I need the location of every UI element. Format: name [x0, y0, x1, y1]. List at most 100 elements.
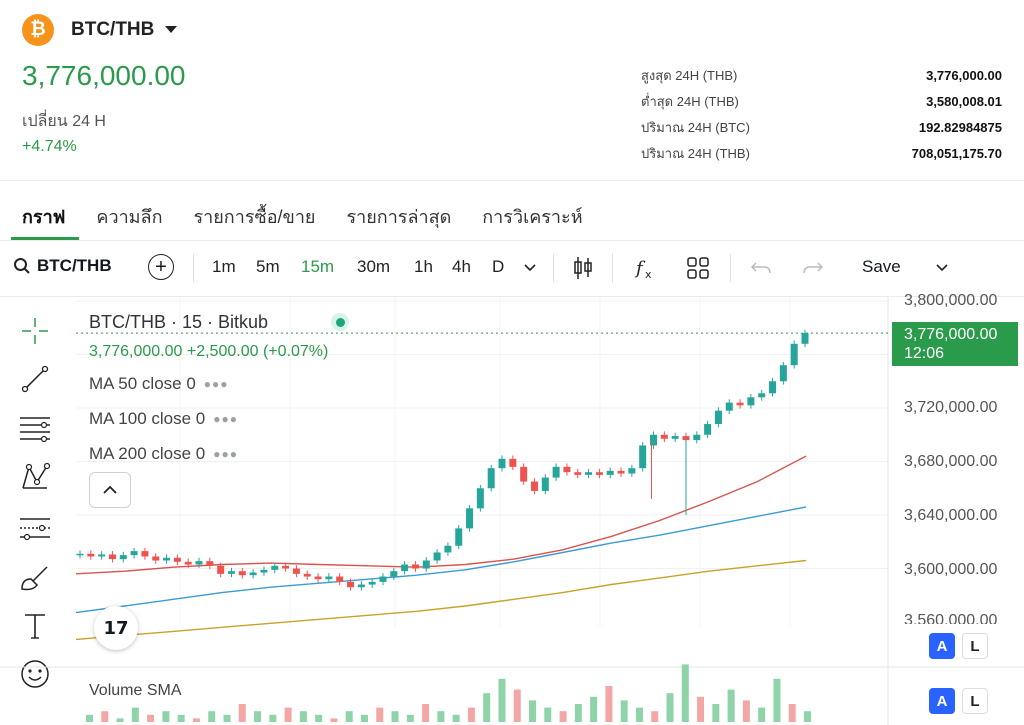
auto-scale-button[interactable]: A — [929, 688, 955, 714]
candle-body — [769, 381, 777, 394]
candle-body — [693, 434, 701, 441]
text-tool-icon[interactable] — [18, 609, 52, 643]
divider — [730, 254, 731, 282]
pattern-icon[interactable] — [18, 460, 52, 494]
volume-bar — [758, 707, 766, 722]
pair-selector[interactable]: BTC/THB — [71, 19, 155, 40]
candle-body — [314, 576, 322, 580]
undo-icon[interactable] — [746, 253, 776, 283]
tradingview-logo[interactable]: 17 — [94, 606, 138, 650]
interval-5m[interactable]: 5m — [256, 257, 280, 276]
candlestick-series — [76, 329, 809, 591]
more-icon[interactable]: ●●● — [203, 377, 229, 391]
collapse-legend-button[interactable] — [89, 472, 131, 508]
candle-body — [790, 343, 798, 366]
ma50-legend[interactable]: MA 50 close 0 ●●● — [89, 374, 229, 394]
ma100-legend[interactable]: MA 100 close 0 ●●● — [89, 409, 238, 429]
ma200-line — [75, 559, 807, 641]
candle-body — [682, 436, 690, 441]
caret-down-icon[interactable] — [165, 26, 177, 33]
chevron-down-icon[interactable] — [515, 253, 545, 283]
stat-row-low: ต่ำสุด 24H (THB) 3,580,008.01 — [641, 88, 1002, 114]
candle-body — [87, 553, 95, 557]
volume-bar — [681, 664, 689, 722]
tab-orders[interactable]: รายการซื้อ/ขาย — [193, 207, 316, 227]
ma200-legend[interactable]: MA 200 close 0 ●●● — [89, 444, 238, 464]
divider — [553, 254, 554, 282]
symbol-search[interactable]: BTC/THB — [13, 256, 112, 276]
volume-bar — [452, 714, 460, 722]
interval-d[interactable]: D — [492, 257, 505, 276]
candle-body — [368, 581, 376, 585]
volume-bar — [483, 693, 491, 722]
log-scale-button[interactable]: L — [962, 688, 988, 714]
candle-body — [714, 410, 722, 425]
candle-body — [249, 572, 257, 576]
volume-bar — [712, 704, 720, 722]
divider — [612, 254, 613, 282]
volume-bar — [406, 714, 414, 722]
more-icon[interactable]: ●●● — [213, 412, 238, 426]
redo-icon[interactable] — [798, 253, 828, 283]
tab-recent-trades[interactable]: รายการล่าสุด — [346, 207, 452, 227]
candle-body — [390, 571, 398, 577]
more-icon[interactable]: ●●● — [213, 447, 238, 461]
candle-body — [206, 561, 214, 566]
volume-bar — [437, 711, 445, 722]
candle-body — [152, 556, 160, 561]
volume-bar — [804, 711, 811, 722]
emoji-icon[interactable] — [18, 657, 52, 691]
brush-icon[interactable] — [18, 561, 52, 595]
candle-body — [357, 584, 365, 588]
candle-body — [379, 576, 387, 582]
volume-bar — [422, 704, 430, 722]
candle-body — [347, 581, 355, 588]
crosshair-icon[interactable] — [18, 314, 52, 348]
interval-30m[interactable]: 30m — [357, 257, 391, 276]
interval-1m[interactable]: 1m — [212, 257, 236, 276]
save-button[interactable]: Save — [862, 257, 901, 276]
layout-grid-icon[interactable] — [683, 253, 713, 283]
candle-body — [704, 424, 712, 435]
auto-scale-button[interactable]: A — [929, 633, 955, 659]
stat-value: 708,051,175.70 — [911, 145, 1002, 161]
tab-analysis[interactable]: การวิเคราะห์ — [482, 207, 583, 227]
stat-label: ต่ำสุด 24H (THB) — [641, 93, 739, 109]
candle-body — [401, 564, 409, 572]
volume-bar — [590, 696, 598, 722]
candle-body — [411, 564, 419, 569]
volume-bar — [177, 714, 185, 722]
candle-style-icon[interactable] — [568, 253, 598, 283]
trend-line-icon[interactable] — [18, 362, 52, 396]
horizontal-lines-icon[interactable] — [18, 410, 52, 444]
candle-body — [585, 472, 593, 475]
prediction-icon[interactable] — [18, 511, 52, 545]
price-tag-time: 12:06 — [904, 345, 945, 362]
tab-depth[interactable]: ความลึก — [96, 207, 163, 227]
volume-bar — [86, 714, 93, 722]
volume-bar — [788, 704, 796, 722]
moving-average-lines — [75, 455, 807, 641]
stat-value: 192.82984875 — [918, 119, 1002, 135]
candle-body — [628, 468, 636, 474]
candle-body — [444, 545, 452, 553]
candle-body — [455, 528, 463, 546]
ma-label: MA 50 close 0 — [89, 374, 196, 393]
interval-1h[interactable]: 1h — [414, 257, 433, 276]
tab-chart[interactable]: กราฟ — [11, 190, 80, 240]
interval-4h[interactable]: 4h — [452, 257, 471, 276]
candle-body — [606, 470, 614, 475]
y-axis-label: 3,680,000.00 — [904, 453, 998, 470]
candle-body — [98, 554, 106, 557]
interval-15m[interactable]: 15m — [301, 257, 335, 276]
candle-body — [650, 434, 658, 446]
price-chart[interactable] — [0, 297, 1024, 725]
live-status-icon — [331, 313, 349, 331]
volume-bar — [620, 700, 628, 722]
chevron-down-icon[interactable] — [927, 253, 957, 283]
compare-add-button[interactable]: + — [148, 254, 174, 280]
stat-label: ปริมาณ 24H (THB) — [641, 145, 750, 161]
log-scale-button[interactable]: L — [962, 633, 988, 659]
